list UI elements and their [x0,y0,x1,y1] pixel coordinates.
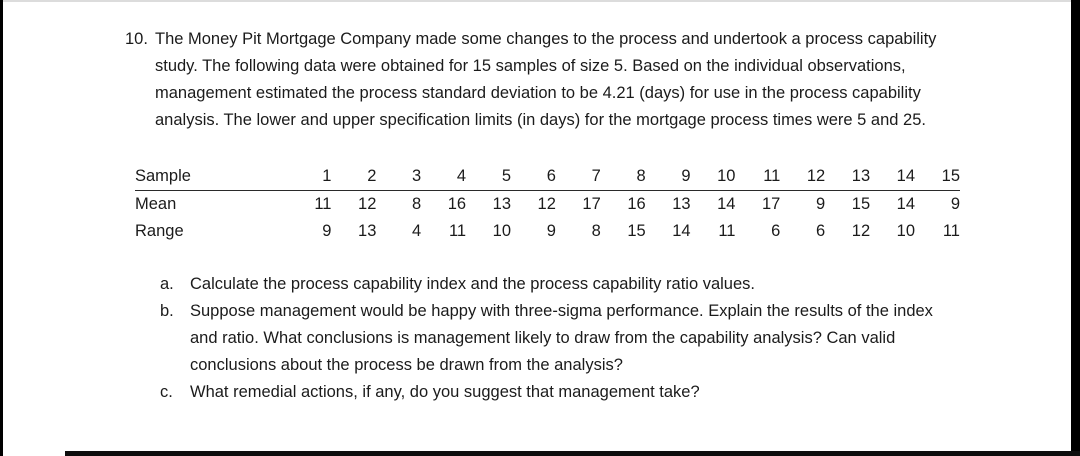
question-list: a. Calculate the process capability inde… [160,271,960,406]
table-cell: 11 [718,222,736,240]
table-row: Sample 1 2 3 4 5 6 7 8 9 10 11 12 13 14 15 [135,163,960,191]
table-cell: 13 [492,195,511,213]
question-text: Suppose management would be happy with t… [190,302,933,374]
left-border-bar [0,0,3,456]
table-cell: 12 [780,163,826,191]
table-cell: 5 [466,163,511,191]
table-cell: 7 [555,163,601,191]
table-cell: 14 [717,195,736,213]
table-cell: 13 [672,195,691,213]
table-cell: 15 [915,163,960,191]
table-cell: 11 [735,163,781,191]
problem-statement: The Money Pit Mortgage Company made some… [155,30,937,129]
samples-table: Sample 1 2 3 4 5 6 7 8 9 10 11 12 13 14 15 Mean 11 12 8 16 13… [135,163,960,245]
row-label: Sample [135,163,287,191]
table-cell: 9 [950,195,960,213]
table-cell: 17 [582,195,601,213]
table-row: Mean 11 12 8 16 13 12 17 16 13 14 17 9 15 14 9 [135,191,960,219]
document-page: 10. The Money Pit Mortgage Company made … [125,26,960,406]
row-label: Range [135,222,184,240]
question-letter: b. [160,302,174,320]
right-border-bar [1071,0,1080,456]
table-cell: 10 [492,222,511,240]
table-cell: 4 [412,222,422,240]
question-letter: c. [160,383,173,401]
question-text: Calculate the process capability index a… [190,275,755,293]
row-label: Mean [135,195,177,213]
table-cell: 9 [816,195,826,213]
top-divider-line [0,0,1080,2]
problem-10: 10. The Money Pit Mortgage Company made … [125,26,960,134]
table-cell: 4 [421,163,467,191]
table-cell: 1 [286,163,332,191]
question-c: c. What remedial actions, if any, do you… [160,379,960,406]
table-cell: 10 [896,222,916,240]
table-cell: 12 [851,222,871,240]
table-cell: 14 [672,222,691,240]
table-cell: 16 [447,195,467,213]
table-cell: 3 [376,163,422,191]
table-cell: 13 [358,222,377,240]
table-cell: 9 [645,163,691,191]
table-cell: 6 [771,222,781,240]
table-cell: 6 [816,222,826,240]
table-cell: 11 [314,195,332,213]
table-cell: 8 [591,222,601,240]
table-cell: 15 [851,195,871,213]
question-a: a. Calculate the process capability inde… [160,271,960,298]
table-cell: 11 [942,222,960,240]
question-b: b. Suppose management would be happy wit… [160,298,960,379]
table-cell: 13 [825,163,871,191]
question-letter: a. [160,275,174,293]
table-cell: 14 [896,195,916,213]
table-cell: 15 [627,222,646,240]
table-cell: 6 [511,163,556,191]
table-cell: 10 [690,163,736,191]
question-text: What remedial actions, if any, do you su… [190,383,700,401]
table-cell: 12 [358,195,377,213]
table-cell: 9 [322,222,332,240]
table-cell: 2 [331,163,377,191]
table-cell: 17 [761,195,781,213]
table-cell: 11 [448,222,467,240]
table-cell: 9 [546,222,556,240]
table-cell: 14 [870,163,916,191]
table-cell: 8 [600,163,646,191]
table-cell: 12 [537,195,556,213]
bottom-border-bar [65,451,1080,456]
table-row: Range 9 13 4 11 10 9 8 15 14 11 6 6 12 10 11 [135,218,960,245]
table-cell: 8 [412,195,422,213]
table-cell: 16 [627,195,646,213]
problem-number: 10. [125,30,148,48]
